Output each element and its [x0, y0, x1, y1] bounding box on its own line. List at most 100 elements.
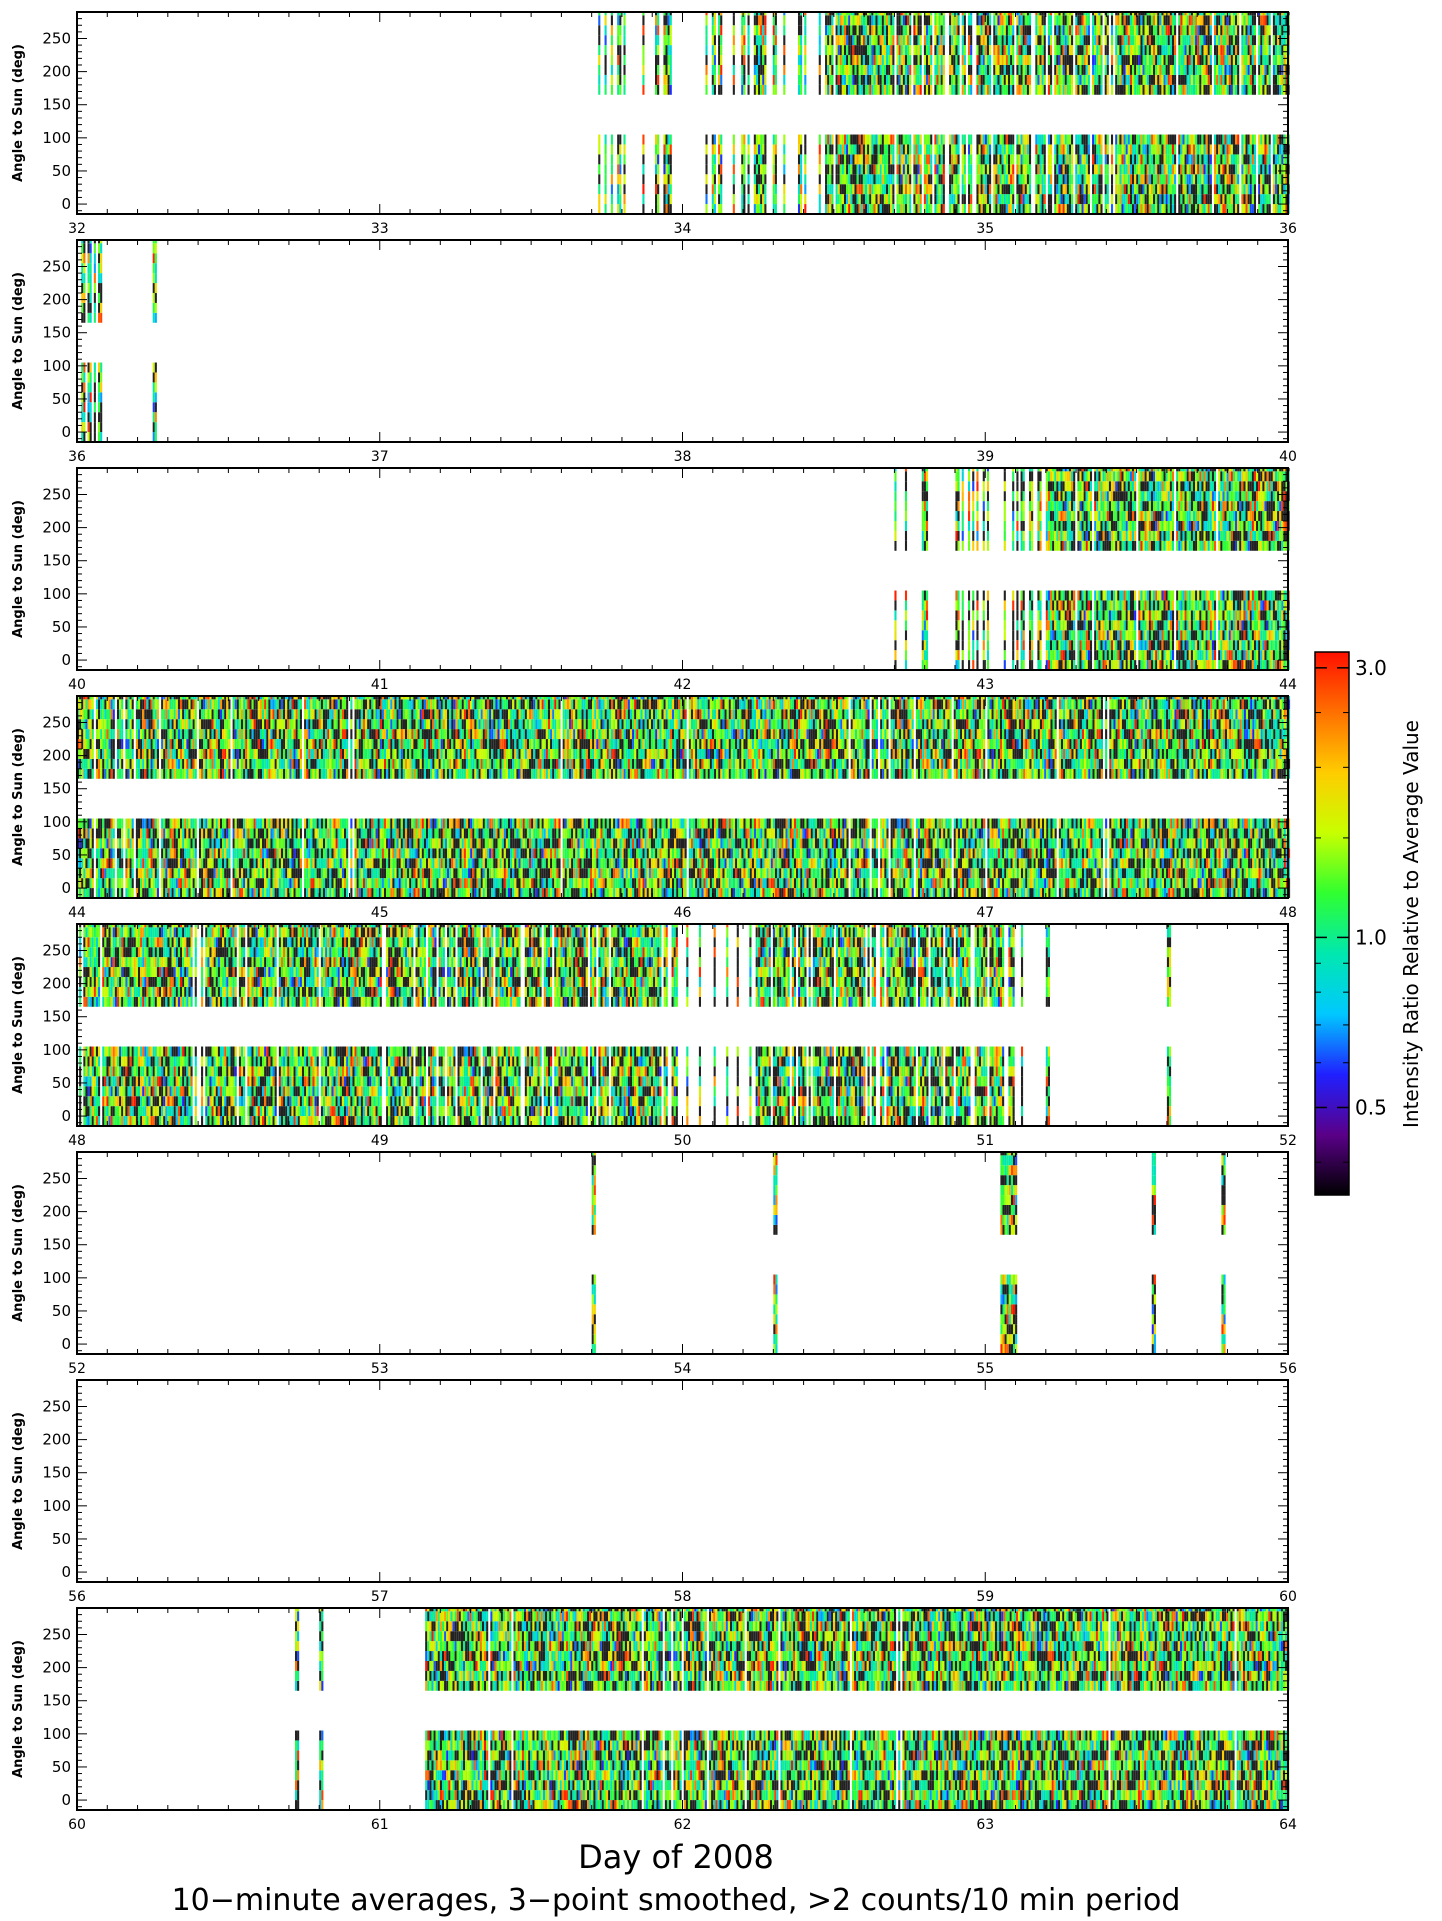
heatmap-cell: [1085, 12, 1088, 16]
heatmap-cell: [1174, 164, 1177, 175]
heatmap-cell: [800, 84, 803, 95]
heatmap-cell: [720, 134, 723, 145]
heatmap-cell: [1260, 184, 1263, 195]
heatmap-cell: [902, 45, 905, 56]
heatmap-cell: [1182, 174, 1185, 185]
heatmap-cell: [934, 45, 937, 56]
heatmap-cell: [923, 84, 926, 95]
heatmap-cell: [1007, 25, 1011, 36]
heatmap-cell: [1285, 35, 1288, 46]
heatmap-cell: [1266, 35, 1269, 46]
heatmap-cell: [841, 45, 844, 56]
heatmap-cell: [1167, 144, 1170, 155]
heatmap-cell: [598, 55, 601, 65]
heatmap-cell: [1077, 660, 1080, 670]
heatmap-cell: [1251, 84, 1254, 95]
heatmap-cell: [995, 164, 998, 175]
heatmap-cell: [1285, 55, 1288, 65]
heatmap-cell: [993, 84, 996, 95]
heatmap-cell: [1081, 45, 1084, 56]
heatmap-cell: [87, 263, 90, 274]
heatmap-cell: [1186, 154, 1189, 165]
heatmap-cell: [1230, 64, 1233, 75]
heatmap-cell: [1192, 174, 1196, 185]
heatmap-cell: [999, 64, 1002, 75]
heatmap-cell: [1075, 184, 1078, 195]
heatmap-cell: [825, 15, 828, 26]
heatmap-cell: [1222, 55, 1225, 65]
heatmap-cell: [1005, 134, 1008, 145]
heatmap-cell: [1064, 660, 1067, 670]
heatmap-cell: [846, 12, 849, 16]
heatmap-cell: [883, 12, 887, 16]
heatmap-cell: [1037, 174, 1040, 185]
heatmap-cell: [1245, 134, 1248, 145]
heatmap-cell: [1020, 204, 1023, 214]
heatmap-cell: [1274, 55, 1278, 65]
heatmap-cell: [980, 64, 983, 75]
heatmap-cell: [1218, 64, 1221, 75]
heatmap-cell: [1066, 74, 1069, 85]
heatmap-cell: [879, 174, 882, 185]
heatmap-cell: [598, 12, 601, 16]
heatmap-cell: [1209, 64, 1212, 75]
heatmap-cell: [1035, 55, 1038, 65]
heatmap-cell: [1264, 84, 1267, 95]
heatmap-cell: [1138, 144, 1141, 155]
heatmap-cell: [1237, 84, 1240, 95]
heatmap-cell: [604, 84, 607, 95]
heatmap-cell: [1224, 12, 1227, 16]
heatmap-cell: [1068, 471, 1072, 482]
heatmap-cell: [1232, 15, 1236, 26]
heatmap-cell: [909, 25, 912, 36]
heatmap-cell: [89, 402, 92, 413]
heatmap-cell: [850, 64, 853, 75]
heatmap-cell: [917, 84, 920, 95]
heatmap-cell: [904, 184, 908, 195]
heatmap-cell: [1104, 204, 1107, 214]
heatmap-cell: [1026, 12, 1029, 16]
heatmap-cell: [976, 174, 979, 185]
heatmap-cell: [1180, 184, 1183, 195]
heatmap-cell: [938, 55, 941, 65]
heatmap-cell: [984, 204, 987, 214]
heatmap-cell: [1192, 184, 1196, 195]
panel-1-cells: [598, 12, 1290, 214]
heatmap-cell: [1039, 194, 1042, 205]
heatmap-cell: [972, 491, 975, 502]
heatmap-cell: [1281, 25, 1284, 36]
heatmap-cell: [852, 174, 855, 185]
heatmap-cell: [1274, 12, 1278, 16]
heatmap-cell: [1087, 154, 1090, 165]
heatmap-cell: [89, 263, 92, 274]
heatmap-cell: [923, 491, 926, 502]
heatmap-cell: [892, 35, 895, 46]
heatmap-cell: [881, 134, 884, 145]
heatmap-cell: [1155, 12, 1158, 16]
heatmap-cell: [764, 55, 767, 65]
heatmap-cell: [858, 194, 861, 205]
heatmap-cell: [917, 134, 920, 145]
heatmap-cell: [667, 204, 670, 214]
heatmap-cell: [928, 174, 931, 185]
heatmap-cell: [1098, 74, 1101, 85]
heatmap-cell: [758, 55, 761, 65]
heatmap-cell: [1258, 74, 1261, 85]
heatmap-cell: [1043, 194, 1046, 205]
heatmap-cell: [667, 184, 670, 195]
heatmap-cell: [1045, 471, 1048, 482]
heatmap-cell: [1050, 194, 1053, 205]
heatmap-cell: [1045, 520, 1048, 531]
heatmap-cell: [1213, 55, 1217, 65]
heatmap-cell: [1272, 194, 1275, 205]
heatmap-cell: [154, 253, 157, 264]
heatmap-cell: [1016, 25, 1019, 36]
heatmap-cell: [1098, 25, 1101, 36]
heatmap-cell: [957, 194, 960, 205]
heatmap-cell: [1218, 15, 1221, 26]
heatmap-cell: [1237, 15, 1240, 26]
heatmap-cell: [1188, 154, 1191, 165]
heatmap-cell: [1054, 630, 1057, 641]
heatmap-cell: [1274, 194, 1278, 205]
heatmap-cell: [1039, 45, 1042, 56]
